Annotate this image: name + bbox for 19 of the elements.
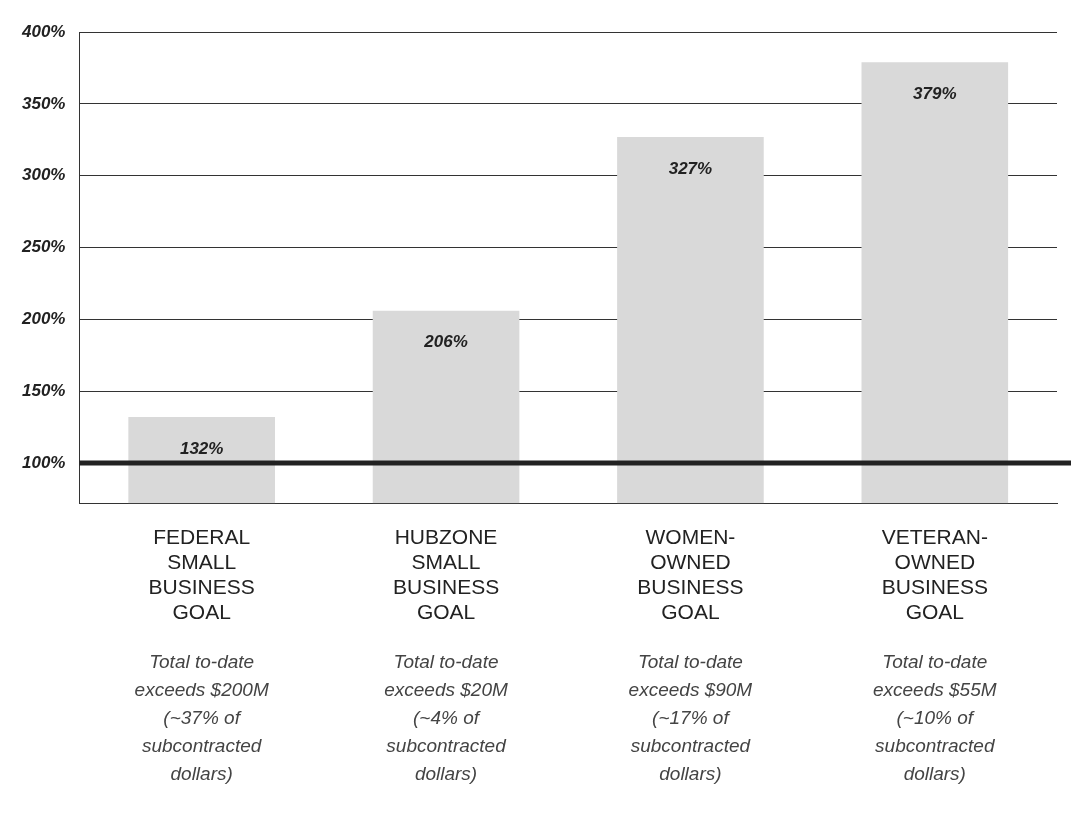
y-tick-label: 400% [21,21,66,41]
text: Total to-date exceeds $55M (~10% of subcontracted dollars) [872,650,998,786]
y-tick-label: 150% [22,380,66,400]
data-label: 132% [179,438,224,458]
x-tick-label: HUBZONE SMALL BUSINESS GOAL [392,524,500,624]
text: Total to-date exceeds $20M (~4% of subcontracted dollars) [383,650,509,786]
data-label: 379% [913,84,957,104]
data-label: 327% [668,158,713,178]
y-tick-label: 100% [22,452,66,472]
x-tick-label: FEDERAL SMALL BUSINESS GOAL [148,524,255,624]
text: Total to-date exceeds $200M (~37% of subcontracted dollars) [133,650,270,786]
y-tick-label: 300% [22,165,66,185]
x-tick-label: VETERAN-OWNED BUSINESS GOAL [881,524,988,624]
text: Total to-date exceeds $90M (~17% of subcontracted dollars) [627,650,754,786]
y-tick-label: 200% [21,309,66,329]
x-tick-label: WOMEN-OWNED BUSINESS GOAL [637,524,744,624]
y-tick-label: 250% [21,237,66,257]
y-tick-label: 350% [22,93,66,113]
data-label: 206% [423,332,468,352]
